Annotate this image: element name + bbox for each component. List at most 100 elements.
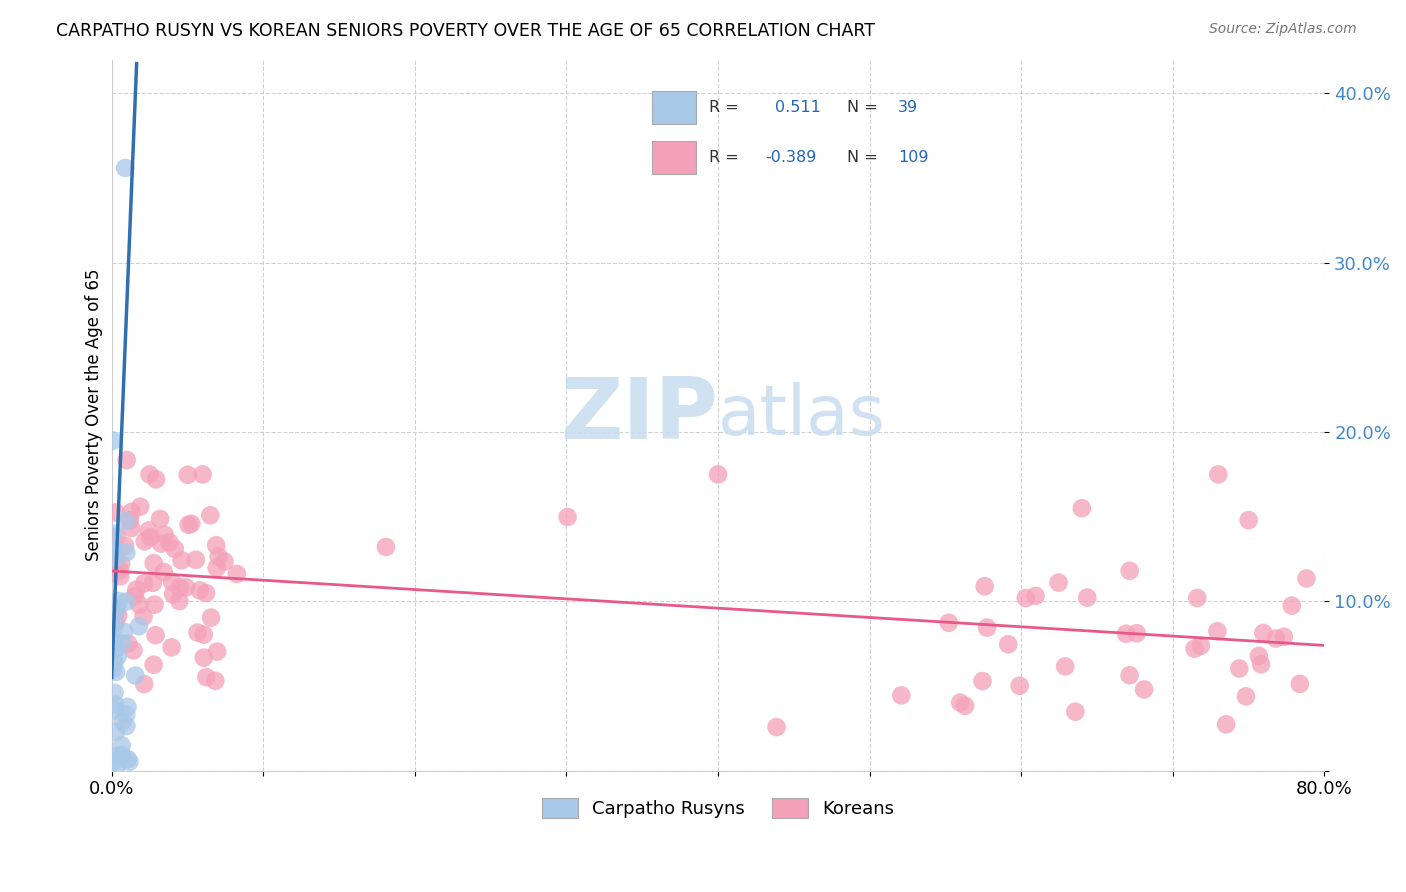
Point xyxy=(200,610,222,624)
Point xyxy=(1264,632,1286,646)
Point xyxy=(162,587,184,601)
Point xyxy=(184,553,207,567)
Point xyxy=(117,752,139,766)
Point xyxy=(1295,572,1317,586)
Point xyxy=(1227,661,1250,675)
Point xyxy=(1115,626,1137,640)
Point xyxy=(160,574,183,589)
Point xyxy=(124,668,146,682)
Point xyxy=(103,686,125,700)
Point xyxy=(103,620,125,634)
Point xyxy=(953,698,976,713)
Point xyxy=(114,539,136,553)
Point xyxy=(1247,648,1270,663)
Point xyxy=(1187,591,1209,605)
Point xyxy=(105,530,128,544)
Point xyxy=(972,674,994,689)
Point xyxy=(152,565,174,579)
Point xyxy=(107,594,129,608)
Point xyxy=(205,538,228,552)
Point xyxy=(111,714,134,729)
Point xyxy=(214,555,236,569)
Point xyxy=(104,607,127,622)
Point xyxy=(107,608,129,623)
Point xyxy=(169,594,191,608)
Point xyxy=(103,599,125,614)
Point xyxy=(1126,626,1149,640)
Point xyxy=(124,590,146,604)
Point xyxy=(128,619,150,633)
Point xyxy=(103,526,125,541)
Point xyxy=(110,557,132,571)
Point xyxy=(1234,690,1257,704)
Point xyxy=(115,707,138,722)
Point xyxy=(997,637,1019,651)
Point xyxy=(120,521,142,535)
Point xyxy=(193,627,215,641)
Point xyxy=(765,720,787,734)
Point xyxy=(142,575,165,590)
Point xyxy=(134,677,156,691)
Point xyxy=(104,602,127,616)
Point xyxy=(118,755,141,769)
Point xyxy=(134,576,156,591)
Point xyxy=(104,698,127,712)
Point xyxy=(1215,717,1237,731)
Point xyxy=(1288,677,1310,691)
Point xyxy=(177,517,200,532)
Point xyxy=(1237,513,1260,527)
Point xyxy=(1047,575,1070,590)
Point xyxy=(976,621,998,635)
Point xyxy=(200,508,222,523)
Point xyxy=(1118,564,1140,578)
Point xyxy=(111,748,134,763)
Point xyxy=(125,582,148,597)
Point xyxy=(117,699,139,714)
Point xyxy=(114,514,136,528)
Point xyxy=(1118,668,1140,682)
Point xyxy=(193,650,215,665)
Point xyxy=(1206,467,1229,482)
Point xyxy=(142,556,165,570)
Point xyxy=(1070,501,1092,516)
Point xyxy=(186,625,208,640)
Point xyxy=(160,640,183,655)
Point xyxy=(169,581,191,595)
Point xyxy=(107,649,129,664)
Y-axis label: Seniors Poverty Over the Age of 65: Seniors Poverty Over the Age of 65 xyxy=(86,268,103,561)
Point xyxy=(105,602,128,616)
Point xyxy=(104,724,127,739)
Point xyxy=(150,536,173,550)
Point xyxy=(110,569,132,583)
Point xyxy=(103,662,125,676)
Point xyxy=(1025,589,1047,603)
Point xyxy=(170,553,193,567)
Point xyxy=(107,748,129,763)
Point xyxy=(122,643,145,657)
Point xyxy=(103,656,125,670)
Point xyxy=(115,545,138,559)
Text: ZIP: ZIP xyxy=(560,374,718,457)
Point xyxy=(149,512,172,526)
Point xyxy=(134,534,156,549)
Point xyxy=(1076,591,1098,605)
Point xyxy=(138,467,160,482)
Point xyxy=(890,689,912,703)
Point xyxy=(104,703,127,717)
Point xyxy=(104,543,127,558)
Point xyxy=(949,696,972,710)
Point xyxy=(177,467,200,482)
Point xyxy=(1008,679,1031,693)
Point xyxy=(153,527,176,541)
Point xyxy=(145,472,167,486)
Point xyxy=(205,644,228,658)
Point xyxy=(103,634,125,648)
Point xyxy=(103,755,125,769)
Text: CARPATHO RUSYN VS KOREAN SENIORS POVERTY OVER THE AGE OF 65 CORRELATION CHART: CARPATHO RUSYN VS KOREAN SENIORS POVERTY… xyxy=(56,22,876,40)
Point xyxy=(1281,599,1303,613)
Point xyxy=(205,560,228,574)
Point xyxy=(104,643,127,657)
Point xyxy=(1189,639,1212,653)
Point xyxy=(145,628,167,642)
Point xyxy=(115,453,138,467)
